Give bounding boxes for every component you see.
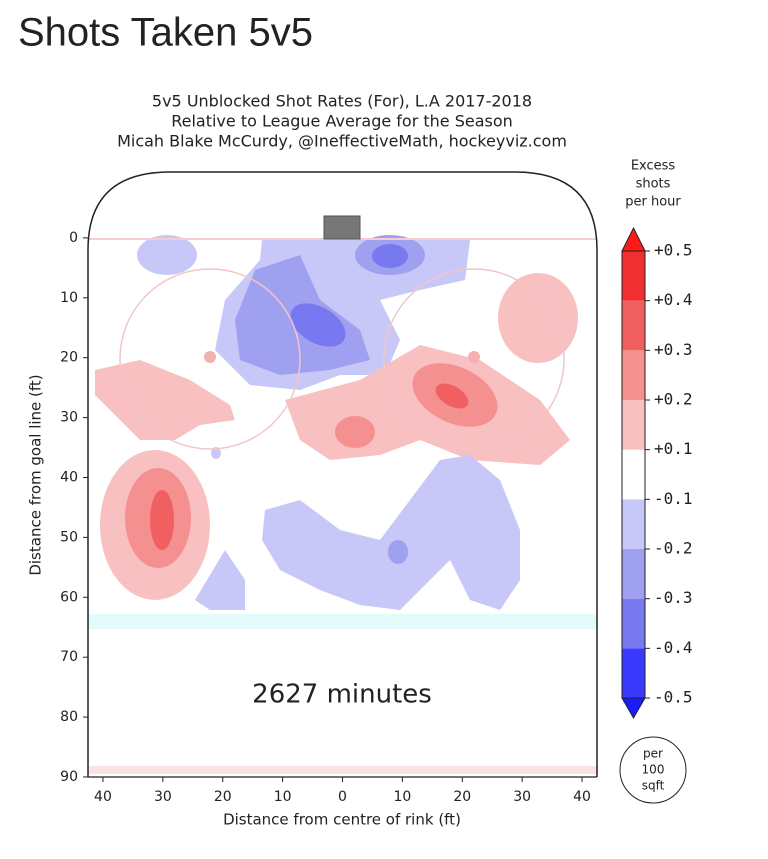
contour-region	[290, 303, 346, 347]
x-tick-label: 20	[453, 789, 471, 805]
contour-region	[372, 244, 408, 268]
unit-badge	[619, 736, 687, 804]
colorbar-band	[622, 549, 645, 599]
x-tick-label: 30	[513, 789, 531, 805]
x-tick-label: 40	[573, 789, 591, 805]
contour-region	[388, 540, 408, 564]
colorbar-title: Excess	[631, 159, 676, 174]
contour-region	[195, 550, 245, 610]
y-tick-label: 80	[60, 709, 78, 725]
y-tick-label: 60	[60, 589, 78, 605]
y-tick-label: 40	[60, 469, 78, 485]
contour-region	[211, 447, 221, 459]
colorbar-band	[622, 350, 645, 400]
colorbar-band	[622, 251, 645, 301]
contour-region	[262, 455, 520, 610]
colorbar-band	[621, 697, 646, 720]
colorbar-tick-label: +0.3	[654, 340, 693, 359]
contour-region	[335, 416, 375, 448]
rink	[87, 171, 598, 777]
colorbar-tick-label: -0.4	[654, 638, 693, 657]
x-tick-label: 20	[214, 789, 232, 805]
colorbar-band	[622, 648, 645, 698]
y-tick-label: 70	[60, 649, 78, 665]
x-axis-label: Distance from centre of rink (ft)	[223, 811, 461, 829]
contour-region	[498, 273, 578, 363]
colorbar-band	[622, 400, 645, 450]
blue-line	[88, 614, 597, 629]
x-tick-label: 10	[274, 789, 292, 805]
contour-region	[150, 490, 174, 550]
centre-line	[88, 766, 597, 774]
x-tick-label: 30	[154, 789, 172, 805]
contour-region	[137, 235, 197, 275]
x-tick-label: 40	[94, 789, 112, 805]
colorbar-tick-label: +0.1	[654, 439, 693, 458]
goal-net	[323, 215, 361, 240]
y-tick-label: 30	[60, 410, 78, 426]
colorbar-tick-label: +0.4	[654, 290, 693, 309]
colorbar-title: shots	[636, 177, 671, 192]
colorbar-title: per hour	[625, 195, 681, 210]
contour-region	[435, 383, 469, 409]
colorbar-frame	[621, 250, 646, 699]
x-tick-label: 0	[338, 789, 347, 805]
page-title: Shots Taken 5v5	[18, 11, 313, 55]
x-tick-label: 10	[393, 789, 411, 805]
colorbar-band	[622, 598, 645, 649]
unit-label: 100	[642, 763, 665, 777]
colorbar-band	[622, 300, 645, 351]
chart-credit: Micah Blake McCurdy, @IneffectiveMath, h…	[117, 132, 567, 151]
rink-outline	[87, 171, 598, 777]
contour-region	[95, 360, 235, 440]
unit-label: sqft	[642, 779, 665, 793]
y-tick-label: 90	[60, 769, 78, 785]
annotation: 2627 minutes	[252, 680, 432, 710]
faceoff-dot	[204, 351, 216, 363]
contours	[88, 235, 597, 774]
colorbar-tick-label: -0.5	[654, 688, 693, 707]
colorbar-tick-label: +0.2	[654, 390, 693, 409]
colorbar-band	[621, 226, 646, 252]
y-axis-label: Distance from goal line (ft)	[27, 374, 45, 575]
colorbar-tick-label: -0.2	[654, 539, 693, 558]
y-tick-label: 20	[60, 350, 78, 366]
chart-title: 5v5 Unblocked Shot Rates (For), L.A 2017…	[152, 92, 532, 111]
faceoff-circle	[383, 268, 565, 450]
faceoff-dot	[468, 351, 480, 363]
y-tick-label: 10	[60, 290, 78, 306]
colorbar-tick-label: -0.1	[654, 489, 693, 508]
colorbar-band	[622, 449, 645, 500]
chart-subtitle: Relative to League Average for the Seaso…	[171, 112, 513, 131]
y-tick-label: 50	[60, 529, 78, 545]
colorbar-tick-label: +0.5	[654, 241, 693, 260]
colorbar-band	[622, 499, 645, 549]
colorbar-tick-label: -0.3	[654, 588, 693, 607]
y-tick-label: 0	[69, 230, 78, 246]
unit-label: per	[643, 747, 663, 761]
faceoff-circle	[119, 268, 301, 450]
